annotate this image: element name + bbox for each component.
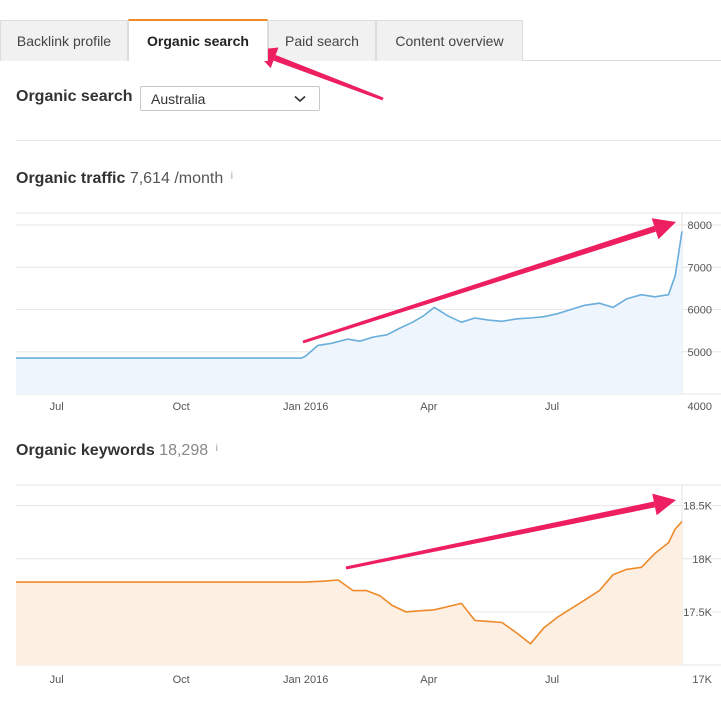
x-tick-label: Jul xyxy=(545,674,559,686)
x-tick-label: Jul xyxy=(50,674,64,686)
y-tick-label: 6000 xyxy=(688,305,712,317)
tab-label: Organic search xyxy=(147,33,249,49)
x-tick-label: Jan 2016 xyxy=(283,674,328,686)
tab-content-overview[interactable]: Content overview xyxy=(376,20,523,61)
keywords-title: Organic keywords xyxy=(16,442,155,459)
y-tick-label: 17K xyxy=(692,674,712,686)
keywords-heading: Organic keywords 18,298 i xyxy=(16,442,218,460)
x-tick-label: Jul xyxy=(545,401,559,413)
x-tick-label: Oct xyxy=(173,674,190,686)
traffic-heading: Organic traffic 7,614 /month i xyxy=(16,170,233,188)
y-tick-label: 17.5K xyxy=(683,607,712,619)
tab-organic-search[interactable]: Organic search xyxy=(128,19,268,61)
tab-label: Content overview xyxy=(395,33,504,49)
info-icon[interactable]: i xyxy=(230,171,233,182)
series-line xyxy=(16,521,683,645)
x-tick-label: Apr xyxy=(420,401,437,413)
traffic-unit: /month xyxy=(174,170,224,187)
tab-bar: Backlink profile Organic search Paid sea… xyxy=(0,19,721,61)
x-tick-label: Jul xyxy=(50,401,64,413)
y-tick-label: 18K xyxy=(692,554,712,566)
chevron-down-icon xyxy=(291,90,309,108)
x-tick-label: Oct xyxy=(173,401,190,413)
tab-backlink-profile[interactable]: Backlink profile xyxy=(0,20,128,61)
x-tick-label: Jan 2016 xyxy=(283,401,328,413)
tab-label: Paid search xyxy=(285,33,359,49)
info-icon[interactable]: i xyxy=(215,443,218,454)
traffic-value: 7,614 xyxy=(129,170,170,187)
y-tick-label: 5000 xyxy=(688,347,712,359)
y-tick-label: 8000 xyxy=(688,220,712,232)
keywords-chart: 17K 17.5K 18K 18.5K Jul Oct Jan 2016 Apr Jul xyxy=(16,484,721,686)
y-tick-label: 7000 xyxy=(688,262,712,274)
tab-paid-search[interactable]: Paid search xyxy=(268,20,376,61)
country-select-value: Australia xyxy=(151,90,206,107)
keywords-value: 18,298 xyxy=(159,442,209,459)
section-divider xyxy=(16,140,721,141)
y-tick-label: 18.5K xyxy=(683,501,712,513)
traffic-title: Organic traffic xyxy=(16,170,126,187)
x-tick-label: Apr xyxy=(420,674,437,686)
traffic-chart: 4000 5000 6000 7000 8000 Jul Oct Jan 2016 Apr Jul xyxy=(16,212,721,413)
country-select[interactable]: Australia xyxy=(140,86,320,111)
tab-label: Backlink profile xyxy=(16,33,112,49)
y-tick-label: 4000 xyxy=(688,401,712,413)
series-area xyxy=(16,231,682,394)
series-area xyxy=(16,521,682,665)
organic-search-label: Organic search xyxy=(16,88,133,105)
